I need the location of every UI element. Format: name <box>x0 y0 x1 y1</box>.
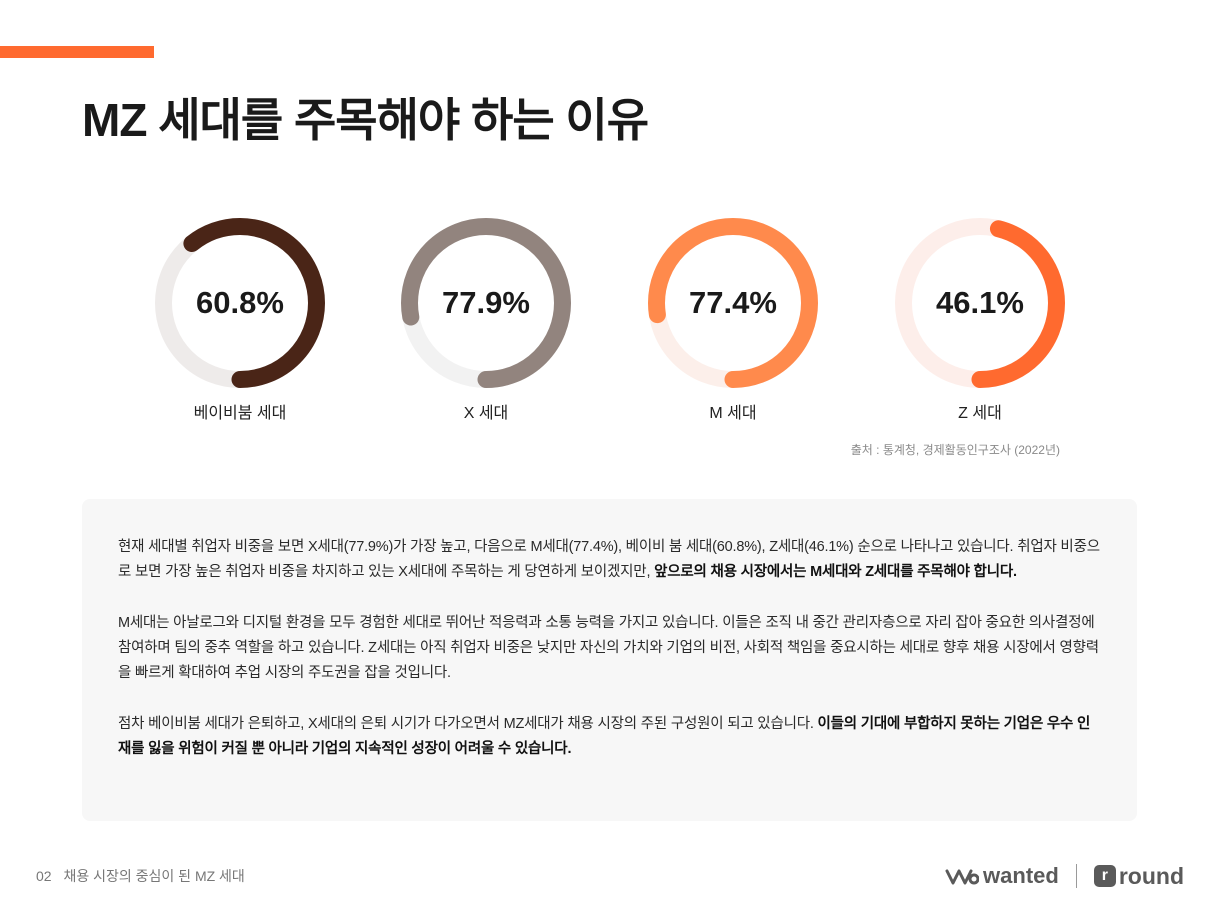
wanted-logo-text: wanted <box>983 863 1059 888</box>
paragraph-2: M세대는 아날로그와 디지털 환경을 모두 경험한 세대로 뛰어난 적응력과 소… <box>118 611 1101 686</box>
footer-logos: wanted r round <box>945 860 1184 892</box>
donut-category-label: 베이비붐 세대 <box>193 405 287 422</box>
donut-arc <box>401 218 571 388</box>
donut-chart: 60.8% <box>155 218 325 388</box>
donut-svg <box>155 218 325 388</box>
emphasis-text: 이들의 기대에 부합하지 못하는 기업은 우수 인재를 잃을 위험이 커질 뿐 … <box>118 716 1091 757</box>
donut-value-label: 77.9% <box>442 285 530 320</box>
chart-source: 출처 : 통계청, 경제활동인구조사 (2022년) <box>850 443 1060 457</box>
donut-category-label: X 세대 <box>463 405 509 422</box>
round-logo-text: round <box>1118 862 1184 889</box>
page-number: 02 <box>36 868 52 884</box>
footer-section-label: 02 채용 시장의 중심이 된 MZ 세대 <box>36 866 253 886</box>
page-title: MZ 세대를 주목해야 하는 이유 <box>82 94 649 146</box>
section-title: 채용 시장의 중심이 된 MZ 세대 <box>63 868 245 884</box>
donut-svg <box>895 218 1065 388</box>
body-text: 현재 세대별 취업자 비중을 보면 X세대(77.9%)가 가장 높고, 다음으… <box>118 539 1100 580</box>
donut-value-label: 77.4% <box>689 285 777 320</box>
donut-svg <box>648 218 818 388</box>
emphasis-text: 앞으로의 채용 시장에서는 M세대와 Z세대를 주목해야 합니다. <box>654 564 1017 580</box>
paragraph-3: 점차 베이비붐 세대가 은퇴하고, X세대의 은퇴 시기가 다가오면서 MZ세대… <box>118 712 1101 762</box>
donut-chart: 46.1% <box>895 218 1065 388</box>
wanted-logo: wanted <box>945 863 1059 889</box>
donut-chart: 77.9% <box>401 218 571 388</box>
paragraph-1: 현재 세대별 취업자 비중을 보면 X세대(77.9%)가 가장 높고, 다음으… <box>118 535 1101 585</box>
logo-divider <box>1075 864 1077 888</box>
donut-svg <box>401 218 571 388</box>
round-r-logo-icon: r <box>1093 865 1116 887</box>
body-text: 점차 베이비붐 세대가 은퇴하고, X세대의 은퇴 시기가 다가오면서 MZ세대… <box>118 716 818 732</box>
donut-charts: 60.8% 베이비붐 세대 77.9% X 세대 77.4% M 세대 46.1% Z 세대 <box>155 218 1065 422</box>
round-logo: r round <box>1093 862 1184 890</box>
wanted-wave-logo-icon <box>945 869 980 885</box>
donut-category-label: Z 세대 <box>958 405 1002 422</box>
body-text: M세대는 아날로그와 디지털 환경을 모두 경험한 세대로 뛰어난 적응력과 소… <box>118 615 1099 681</box>
description-panel: 현재 세대별 취업자 비중을 보면 X세대(77.9%)가 가장 높고, 다음으… <box>82 499 1137 821</box>
donut-value-label: 60.8% <box>196 285 284 320</box>
donut-arc <box>648 218 818 388</box>
donut-value-label: 46.1% <box>936 285 1024 320</box>
donut-arc <box>155 218 325 388</box>
donut-arc <box>895 218 1065 388</box>
donut-category-label: M 세대 <box>709 405 757 422</box>
accent-bar <box>0 46 154 58</box>
donut-chart: 77.4% <box>648 218 818 388</box>
